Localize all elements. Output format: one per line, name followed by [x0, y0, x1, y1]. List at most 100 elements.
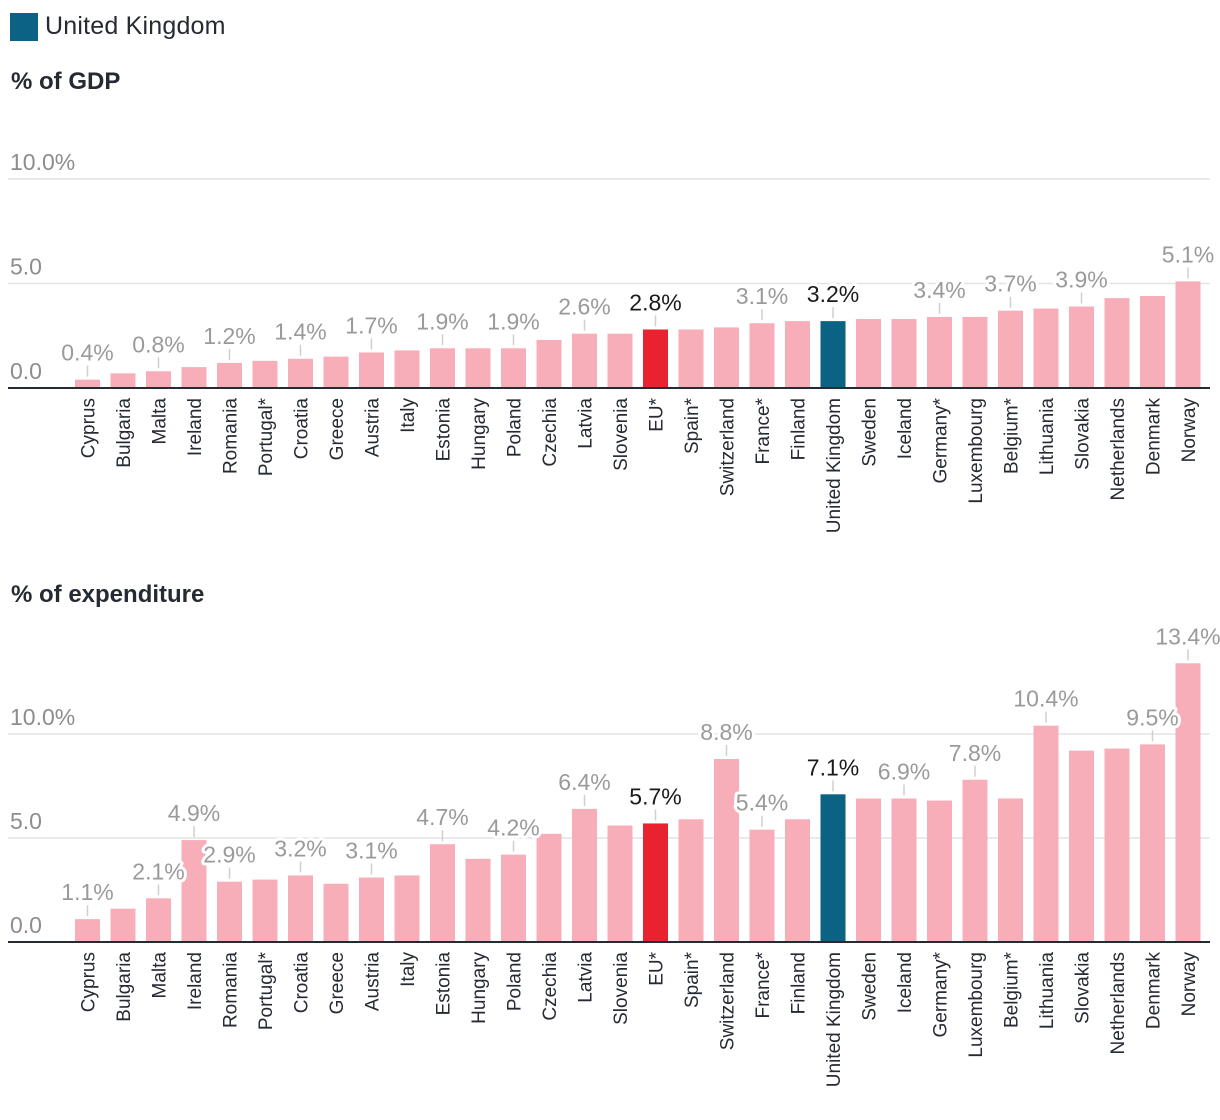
gdp-category-label: France*	[753, 397, 774, 464]
gdp-category-label: Sweden	[860, 398, 881, 467]
gdp-category-label: Luxembourg	[966, 398, 987, 504]
gdp-category-label: Portugal*	[256, 397, 277, 476]
expenditure-category-label: Romania	[221, 952, 242, 1028]
expenditure-bar-hungary	[465, 858, 491, 942]
gdp-bar-hungary	[465, 348, 491, 388]
expenditure-bar-ireland	[181, 840, 207, 942]
expenditure-data-label-estonia: 4.7%	[416, 804, 468, 830]
expenditure-bar-slovakia	[1069, 750, 1094, 942]
gdp-category-label: Romania	[221, 398, 242, 474]
expenditure-data-label-luxembourg: 7.8%	[949, 740, 1001, 766]
gdp-category-label: Spain*	[682, 397, 703, 454]
gdp-data-label-france: 3.1%	[736, 283, 788, 309]
expenditure-category-label: Cyprus	[79, 952, 100, 1012]
gdp-data-label-austria: 1.7%	[345, 312, 397, 338]
expenditure-category-label: Luxembourg	[966, 952, 987, 1058]
expenditure-category-label: Finland	[789, 952, 810, 1014]
gdp-bar-sweden	[856, 319, 881, 388]
gdp-data-label-eu: 2.8%	[629, 289, 681, 315]
gdp-category-label: Hungary	[469, 398, 490, 470]
expenditure-data-label-eu: 5.7%	[629, 783, 681, 809]
expenditure-data-label-austria: 3.1%	[345, 838, 397, 864]
expenditure-category-label: Belgium*	[1002, 951, 1023, 1028]
gdp-bar-portugal	[252, 360, 278, 388]
expenditure-bar-finland	[785, 819, 810, 942]
expenditure-category-label: Slovenia	[611, 952, 632, 1025]
expenditure-category-label: EU*	[647, 951, 668, 985]
gdp-category-label: Bulgaria	[114, 398, 135, 468]
gdp-category-label: Finland	[789, 398, 810, 460]
gdp-category-label: Slovenia	[611, 398, 632, 471]
gdp-bar-estonia	[430, 348, 455, 388]
expenditure-bar-poland	[501, 854, 526, 942]
gdp-category-label: Czechia	[540, 398, 561, 467]
expenditure-bar-lithuania	[1033, 725, 1059, 942]
gdp-y-tick-label: 10.0%	[10, 149, 75, 175]
expenditure-bar-greece	[323, 883, 349, 942]
gdp-bar-france	[749, 323, 775, 388]
expenditure-data-label-denmark: 9.5%	[1126, 704, 1178, 730]
gdp-bar-italy	[394, 350, 420, 388]
gdp-bar-united-kingdom	[820, 321, 846, 388]
gdp-category-label: Malta	[150, 398, 171, 445]
expenditure-bar-slovenia	[607, 825, 633, 942]
expenditure-bar-cyprus	[75, 919, 100, 942]
gdp-bar-bulgaria	[110, 373, 136, 388]
gdp-bar-czechia	[536, 339, 562, 388]
gdp-bar-spain	[678, 329, 704, 388]
expenditure-category-label: United Kingdom	[824, 952, 845, 1087]
gdp-bar-belgium	[998, 310, 1023, 388]
expenditure-category-label: Estonia	[434, 952, 455, 1016]
expenditure-bar-estonia	[430, 844, 455, 942]
expenditure-category-label: Ireland	[185, 952, 206, 1010]
expenditure-category-label: Poland	[505, 952, 526, 1011]
expenditure-category-label: Sweden	[860, 952, 881, 1021]
expenditure-y-tick-label: 10.0%	[10, 704, 75, 730]
expenditure-category-label: Slovakia	[1073, 952, 1094, 1024]
expenditure-bar-france	[749, 829, 775, 942]
gdp-data-label-croatia: 1.4%	[274, 319, 326, 345]
expenditure-bar-denmark	[1140, 744, 1165, 942]
expenditure-bar-portugal	[252, 879, 278, 942]
expenditure-bar-malta	[146, 898, 171, 942]
expenditure-bar-united-kingdom	[820, 794, 846, 942]
gdp-bar-iceland	[891, 319, 917, 388]
expenditure-data-label-croatia: 3.2%	[274, 835, 326, 861]
gdp-category-label: Switzerland	[718, 398, 739, 496]
expenditure-bar-bulgaria	[110, 908, 136, 942]
gdp-data-label-norway: 5.1%	[1162, 241, 1214, 267]
expenditure-bar-sweden	[856, 798, 881, 942]
gdp-bar-malta	[146, 371, 171, 388]
expenditure-chart-title: % of expenditure	[11, 581, 205, 608]
gdp-category-label: Lithuania	[1037, 398, 1058, 476]
expenditure-data-label-switzerland: 8.8%	[700, 719, 752, 745]
expenditure-data-label-latvia: 6.4%	[558, 769, 610, 795]
expenditure-bar-germany	[927, 800, 952, 942]
gdp-category-label: Norway	[1179, 398, 1200, 463]
gdp-bar-ireland	[181, 367, 207, 388]
expenditure-data-label-lithuania: 10.4%	[1013, 686, 1078, 712]
expenditure-category-label: Portugal*	[256, 951, 277, 1030]
gdp-chart-title: % of GDP	[11, 68, 121, 95]
gdp-data-label-poland: 1.9%	[487, 308, 539, 334]
expenditure-bar-eu	[643, 823, 668, 942]
gdp-data-label-malta: 0.8%	[132, 331, 184, 357]
gdp-bar-netherlands	[1104, 298, 1130, 388]
expenditure-data-label-norway: 13.4%	[1155, 623, 1220, 649]
gdp-bar-slovenia	[607, 333, 633, 388]
expenditure-category-label: Germany*	[931, 951, 952, 1037]
expenditure-category-label: Hungary	[469, 952, 490, 1024]
expenditure-bar-luxembourg	[962, 779, 988, 942]
gdp-category-label: Iceland	[895, 398, 916, 459]
gdp-category-label: EU*	[647, 397, 668, 431]
gdp-bar-germany	[927, 316, 952, 388]
expenditure-bar-belgium	[998, 798, 1023, 942]
expenditure-bar-spain	[678, 819, 704, 942]
gdp-category-label: Slovakia	[1073, 398, 1094, 470]
gdp-bar-austria	[359, 352, 384, 388]
expenditure-data-label-iceland: 6.9%	[878, 758, 930, 784]
gdp-bar-latvia	[572, 333, 597, 388]
expenditure-bar-austria	[359, 877, 384, 942]
expenditure-data-label-united-kingdom: 7.1%	[807, 754, 859, 780]
